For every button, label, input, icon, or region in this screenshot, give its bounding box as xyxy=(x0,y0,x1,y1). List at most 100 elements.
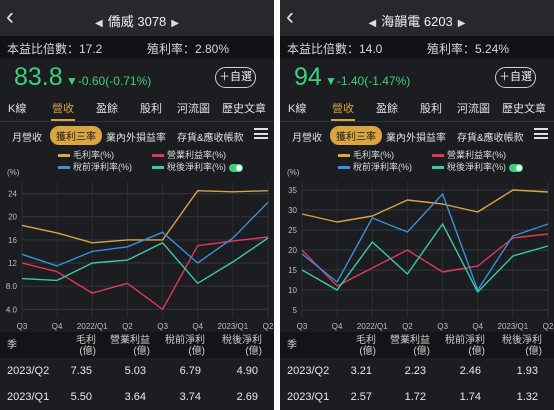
series-line xyxy=(21,236,269,311)
y-tick-label: 25 xyxy=(288,226,297,235)
table-cell: 2.23 xyxy=(404,365,426,377)
prev-stock-icon[interactable]: ◀ xyxy=(95,18,103,29)
legend-swatch xyxy=(432,166,444,170)
series-line xyxy=(301,223,549,293)
menu-icon[interactable] xyxy=(534,128,548,139)
x-tick-label: Q2 xyxy=(402,322,413,331)
table-cell: 5.03 xyxy=(124,365,146,377)
tab-revenue[interactable]: 營收 xyxy=(332,103,354,115)
table-row: 2023/Q2 7.35 5.03 6.79 4.90 xyxy=(0,358,274,384)
table-row: 2023/Q1 2.57 1.72 1.74 1.32 xyxy=(280,384,554,410)
active-tab-underline xyxy=(51,119,75,121)
subtab-profit-ratios[interactable]: 獲利三率 xyxy=(50,126,102,145)
column-header: 毛利 (億) xyxy=(356,335,376,357)
table-cell: 2023/Q2 xyxy=(287,365,330,377)
table-cell: 3.64 xyxy=(124,391,146,403)
table-cell: 3.21 xyxy=(350,365,372,377)
tab-articles[interactable]: 歷史文章 xyxy=(222,103,266,115)
main-tabs: K線 營收 盈餘 股利 河流圖 歷史文章 xyxy=(280,96,554,122)
stock-panel-left: ‹ ◀ 僑威 3078 ▶ 本益比倍數：17.2 殖利率：2.80% 83.8 ▼-… xyxy=(0,0,274,410)
tab-earnings[interactable]: 盈餘 xyxy=(376,103,398,115)
subtab-monthly-revenue[interactable]: 月營收 xyxy=(292,133,322,144)
stock-title: ◀ 海韻電 6203 ▶ xyxy=(280,11,554,30)
chart-legend: 毛利率(%) 營業利益率(%) 稅前淨利率(%) 稅後淨利率(%) xyxy=(280,147,554,174)
x-tick-label: Q4 xyxy=(332,322,343,331)
next-stock-icon[interactable]: ▶ xyxy=(457,18,466,29)
table-cell: 1.93 xyxy=(516,365,538,377)
x-tick-label: 2022/Q1 xyxy=(77,322,108,331)
tab-earnings[interactable]: 盈餘 xyxy=(96,103,118,115)
table-cell: 2023/Q1 xyxy=(287,391,330,403)
menu-icon[interactable] xyxy=(254,128,268,139)
table-cell: 2.69 xyxy=(236,391,258,403)
series-line xyxy=(301,193,549,291)
stock-code: 3078 xyxy=(137,14,167,29)
column-header: 營業利益 (億) xyxy=(390,335,430,357)
next-stock-icon[interactable]: ▶ xyxy=(171,18,179,29)
tab-river-chart[interactable]: 河流圖 xyxy=(457,103,490,115)
legend-label: 稅後淨利率(%) xyxy=(447,162,506,172)
legend-swatch xyxy=(152,166,164,170)
table-header: 季 毛利 (億) 營業利益 (億) 稅前淨利 (億) 稅後淨利 (億) xyxy=(0,332,274,358)
x-tick-label: Q2 xyxy=(543,322,554,331)
ratio-row: 本益比倍數：14.0 殖利率：5.24% xyxy=(280,36,554,58)
legend-label: 營業利益率(%) xyxy=(447,150,506,160)
table-cell: 2023/Q1 xyxy=(7,391,50,403)
series-line xyxy=(21,201,269,267)
column-header: 營業利益 (億) xyxy=(110,335,150,357)
legend-swatch xyxy=(338,166,350,170)
y-tick-label: 10 xyxy=(288,286,297,295)
legend-label: 稅前淨利率(%) xyxy=(353,162,412,172)
column-header: 季 xyxy=(287,340,297,351)
table-cell: 2.57 xyxy=(350,391,372,403)
stock-name: 僑威 xyxy=(107,14,134,29)
legend-swatch xyxy=(58,166,70,170)
y-tick-label: 16 xyxy=(8,236,17,245)
table-cell: 4.90 xyxy=(236,365,258,377)
financial-table: 季毛利 (億) 營業利益 (億) 稅前淨利 (億) 稅後淨利 (億) 2023/Q2 3.21 2… xyxy=(280,332,554,410)
back-chevron-icon[interactable]: ‹ xyxy=(6,3,14,30)
add-watchlist-button[interactable]: ＋自選 xyxy=(495,67,536,88)
y-tick-label: 8.0 xyxy=(6,282,18,291)
column-header: 稅前淨利 (億) xyxy=(445,335,485,357)
subtab-inventory[interactable]: 存貨&應收帳款 xyxy=(457,133,524,144)
tab-dividend[interactable]: 股利 xyxy=(420,103,442,115)
tab-dividend[interactable]: 股利 xyxy=(140,103,162,115)
tab-kline[interactable]: K線 xyxy=(288,103,307,115)
back-chevron-icon[interactable]: ‹ xyxy=(286,3,294,30)
x-tick-label: Q4 xyxy=(192,322,203,331)
table-cell: 7.35 xyxy=(70,365,92,377)
subtab-inventory[interactable]: 存貨&應收帳款 xyxy=(177,133,244,144)
column-header: 季 xyxy=(7,340,17,351)
tab-river-chart[interactable]: 河流圖 xyxy=(177,103,210,115)
y-axis-unit: (%) xyxy=(287,168,300,177)
table-row: 2023/Q1 5.50 3.64 3.74 2.69 xyxy=(0,384,274,410)
price-row: 94 ▼-1.40(-1.47%) ＋自選 xyxy=(280,58,554,96)
stock-panel-right: ‹ ◀ 海韻電 6203 ▶ 本益比倍數：14.0 殖利率：5.24% 94 ▼-1… xyxy=(280,0,554,410)
toggle-switch[interactable] xyxy=(509,163,523,172)
x-tick-label: Q2 xyxy=(122,322,133,331)
y-tick-label: 24 xyxy=(8,190,17,199)
x-tick-label: Q3 xyxy=(17,322,28,331)
profit-ratio-chart: 5 10 15 20 25 30 35 Q3 Q4 2022/Q1 Q2 Q3 Q4 2023/Q1 Q2 xyxy=(288,182,554,331)
legend-net-margin: 稅後淨利率(%) xyxy=(152,160,243,173)
stock-code: 6203 xyxy=(423,14,453,29)
subtab-nonop-ratio[interactable]: 業內外損益率 xyxy=(386,133,446,144)
add-watchlist-button[interactable]: ＋自選 xyxy=(215,67,256,88)
legend-label: 稅後淨利率(%) xyxy=(167,162,226,172)
nav-header: ‹ ◀ 僑威 3078 ▶ xyxy=(0,0,274,36)
subtab-nonop-ratio[interactable]: 業內外損益率 xyxy=(106,133,166,144)
subtab-monthly-revenue[interactable]: 月營收 xyxy=(12,133,42,144)
tab-articles[interactable]: 歷史文章 xyxy=(502,103,546,115)
column-header: 稅後淨利 (億) xyxy=(222,335,262,357)
stock-name: 海韻電 xyxy=(381,14,421,29)
prev-stock-icon[interactable]: ◀ xyxy=(368,18,377,29)
price-row: 83.8 ▼-0.60(-0.71%) ＋自選 xyxy=(0,58,274,96)
chart-legend: 毛利率(%) 營業利益率(%) 稅前淨利率(%) 稅後淨利率(%) xyxy=(0,147,274,174)
table-cell: 1.74 xyxy=(459,391,481,403)
tab-revenue[interactable]: 營收 xyxy=(52,103,74,115)
toggle-switch[interactable] xyxy=(229,163,243,172)
subtab-profit-ratios[interactable]: 獲利三率 xyxy=(330,126,382,145)
tab-kline[interactable]: K線 xyxy=(8,103,27,115)
stock-title: ◀ 僑威 3078 ▶ xyxy=(0,11,274,30)
